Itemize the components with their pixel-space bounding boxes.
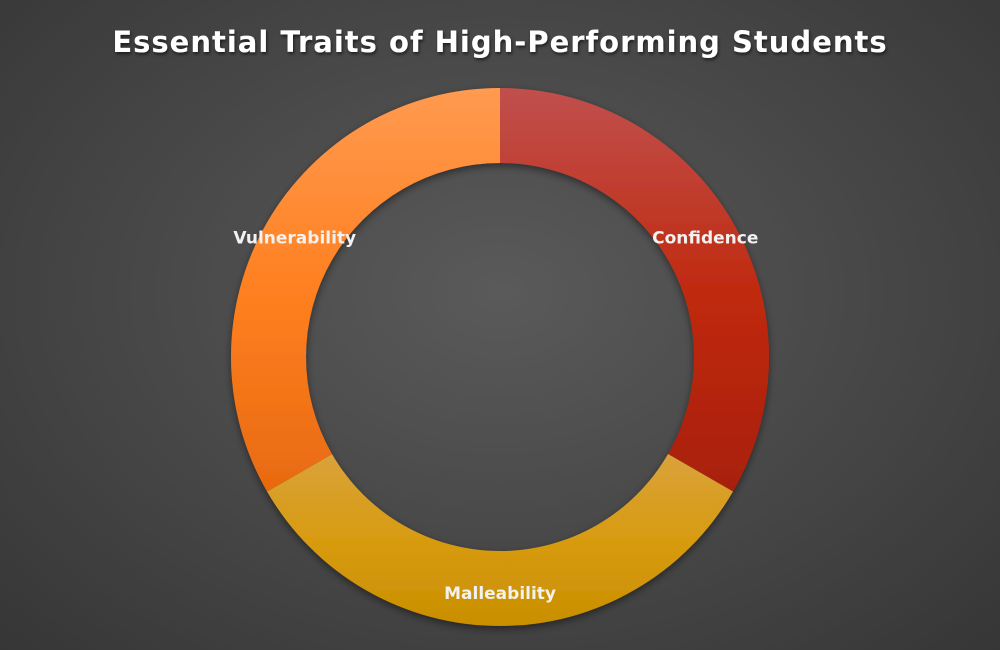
slice-label-confidence: Confidence xyxy=(652,228,758,248)
chart-title: Essential Traits of High-Performing Stud… xyxy=(112,25,887,59)
slice-vulnerability xyxy=(231,88,500,492)
slice-malleability xyxy=(267,453,733,626)
slice-label-malleability: Malleability xyxy=(444,584,556,604)
slice-confidence xyxy=(500,88,769,492)
slice-labels: Confidence Malleability Vulnerability xyxy=(233,228,758,604)
donut-slices xyxy=(231,88,769,626)
slice-label-vulnerability: Vulnerability xyxy=(233,229,356,249)
